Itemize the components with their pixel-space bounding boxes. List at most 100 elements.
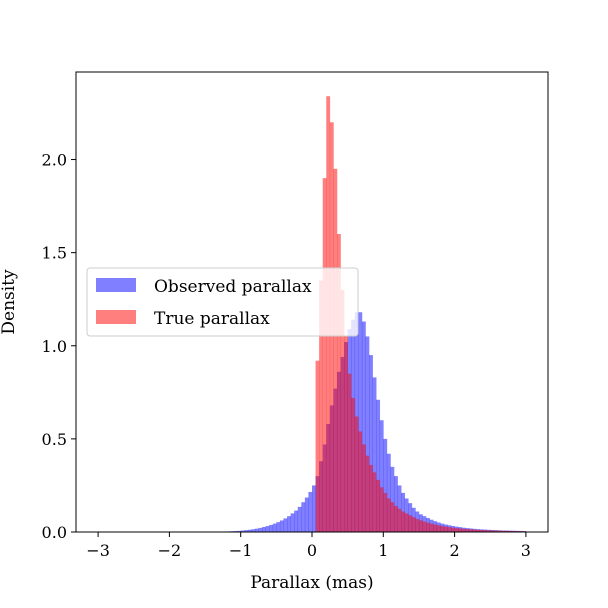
histogram-bar bbox=[386, 453, 391, 532]
histogram-bar bbox=[372, 377, 377, 532]
histogram-bar bbox=[361, 444, 366, 532]
histogram-bar bbox=[279, 520, 284, 532]
histogram-bar bbox=[365, 336, 370, 532]
x-tick-label: 2 bbox=[450, 541, 460, 560]
histogram-bar bbox=[397, 508, 402, 532]
histogram-bar bbox=[269, 524, 274, 532]
histogram-bar bbox=[386, 498, 391, 532]
histogram-bar bbox=[287, 516, 291, 532]
histogram-bar bbox=[451, 527, 455, 532]
histogram-bar bbox=[308, 491, 313, 532]
histogram-bar bbox=[258, 527, 263, 532]
histogram-bar bbox=[283, 518, 288, 532]
histogram-bar bbox=[372, 472, 377, 532]
histogram-bar bbox=[376, 399, 381, 532]
x-tick-label: 3 bbox=[521, 541, 531, 560]
histogram-bar bbox=[358, 431, 363, 532]
histogram-bar bbox=[390, 466, 395, 532]
histogram-bar bbox=[304, 497, 309, 532]
histogram-bar bbox=[393, 476, 398, 532]
histogram-bar bbox=[301, 502, 306, 532]
histogram-bar bbox=[354, 416, 359, 532]
histogram-bar bbox=[351, 397, 356, 532]
histogram-bar bbox=[490, 530, 495, 532]
y-tick-label: 0.5 bbox=[42, 430, 67, 449]
histogram-bar bbox=[272, 523, 277, 532]
histogram-bar bbox=[297, 506, 302, 532]
histogram-bar bbox=[340, 289, 345, 532]
histogram-bar bbox=[433, 524, 438, 532]
histogram-bar bbox=[237, 530, 242, 532]
histogram-bar bbox=[312, 485, 316, 532]
histogram-bar bbox=[361, 321, 366, 532]
histogram-bar bbox=[443, 526, 448, 532]
histogram-bar bbox=[436, 525, 441, 532]
histogram-bar bbox=[336, 234, 341, 532]
histogram-bar bbox=[497, 530, 502, 532]
histogram-bar bbox=[475, 529, 480, 532]
y-tick-label: 1.0 bbox=[42, 337, 67, 356]
histogram-bar bbox=[504, 530, 509, 532]
y-tick-label: 1.5 bbox=[42, 244, 67, 263]
legend-label-true: True parallax bbox=[154, 309, 270, 329]
histogram-bar bbox=[472, 529, 477, 532]
histogram-bar bbox=[454, 528, 459, 532]
histogram-bar bbox=[290, 513, 295, 532]
histogram-bar bbox=[244, 530, 249, 532]
histogram-bar bbox=[465, 529, 470, 532]
histogram-bar bbox=[486, 530, 491, 532]
histogram-bar bbox=[422, 521, 427, 532]
histogram-bar bbox=[369, 355, 373, 532]
histogram-bar bbox=[262, 526, 266, 532]
histogram-bar bbox=[365, 455, 370, 532]
x-axis-label: Parallax (mas) bbox=[250, 573, 373, 593]
histogram-bar bbox=[483, 530, 487, 532]
histogram-bar bbox=[440, 526, 445, 532]
y-tick-label: 2.0 bbox=[42, 151, 67, 170]
histogram-bar bbox=[508, 530, 512, 532]
histogram-bar bbox=[369, 464, 373, 532]
histogram-bar bbox=[493, 530, 498, 532]
legend-label-observed: Observed parallax bbox=[154, 277, 312, 297]
histogram-bar bbox=[322, 178, 327, 532]
y-axis: 0.0 0.5 1.0 1.5 2.0 bbox=[42, 151, 76, 542]
histogram-bar bbox=[344, 336, 348, 532]
histogram-bar bbox=[461, 528, 466, 532]
x-tick-label: −3 bbox=[86, 541, 110, 560]
histogram-bar bbox=[404, 513, 409, 532]
histogram-bar bbox=[347, 373, 352, 532]
histogram-bar bbox=[319, 280, 323, 532]
histogram-bar bbox=[379, 420, 384, 532]
histogram-bar bbox=[458, 528, 463, 532]
x-tick-label: −1 bbox=[229, 541, 253, 560]
histogram-bar bbox=[247, 529, 252, 532]
histogram-bar bbox=[390, 502, 395, 532]
histogram-bar bbox=[429, 523, 434, 532]
histogram-bar bbox=[383, 492, 388, 532]
x-tick-label: 1 bbox=[378, 541, 388, 560]
x-tick-label: −2 bbox=[158, 541, 182, 560]
y-tick-label: 0.0 bbox=[42, 523, 67, 542]
x-tick-label: 0 bbox=[307, 541, 317, 560]
histogram-bar bbox=[393, 505, 398, 532]
legend-frame bbox=[86, 267, 359, 337]
histogram-bar bbox=[411, 517, 416, 532]
histogram-bar bbox=[426, 522, 430, 532]
histogram-bar bbox=[294, 510, 299, 532]
histogram-bar bbox=[333, 168, 338, 532]
histogram-bar bbox=[418, 520, 423, 532]
histogram-bar bbox=[468, 529, 473, 532]
histogram-bar bbox=[376, 479, 381, 532]
histogram-bar bbox=[276, 522, 281, 532]
x-axis: −3 −2 −1 0 1 2 3 bbox=[86, 532, 531, 560]
histogram-bar bbox=[415, 518, 420, 532]
legend-swatch-true bbox=[96, 310, 136, 324]
histogram-bar bbox=[447, 527, 452, 532]
histogram-bar bbox=[240, 530, 245, 532]
histogram-bar bbox=[408, 515, 413, 532]
y-axis-label: Density bbox=[0, 269, 19, 335]
histogram-bar bbox=[315, 360, 320, 532]
legend-swatch-observed bbox=[96, 278, 136, 292]
histogram-bar bbox=[254, 528, 259, 532]
